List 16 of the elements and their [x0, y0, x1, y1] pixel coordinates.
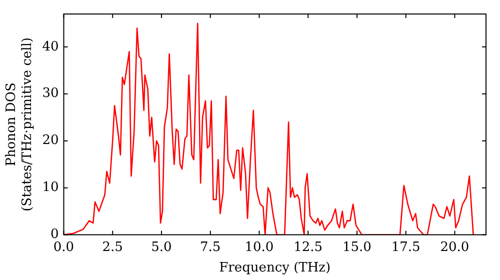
- y-tick-label: 40: [42, 39, 59, 54]
- x-axis-title: Frequency (THz): [219, 260, 331, 276]
- x-tick-label: 15.0: [342, 240, 372, 255]
- y-tick-label: 30: [42, 86, 59, 102]
- x-tick-label: 17.5: [391, 240, 420, 255]
- x-tick-label: 0.0: [53, 240, 74, 255]
- x-tick-label: 20.0: [440, 240, 470, 255]
- x-tick-label: 12.5: [294, 240, 323, 255]
- x-tick-label: 2.5: [102, 240, 123, 255]
- y-tick-label: 20: [42, 133, 59, 148]
- x-tick-label: 10.0: [244, 240, 274, 255]
- x-tick-label: 7.5: [200, 240, 221, 255]
- y-tick-label: 10: [42, 180, 59, 196]
- y-tick-label: 0: [50, 227, 59, 242]
- y-axis-title: Phonon DOS (States/THz·primitive cell): [4, 37, 35, 212]
- x-tick-label: 5.0: [151, 240, 172, 255]
